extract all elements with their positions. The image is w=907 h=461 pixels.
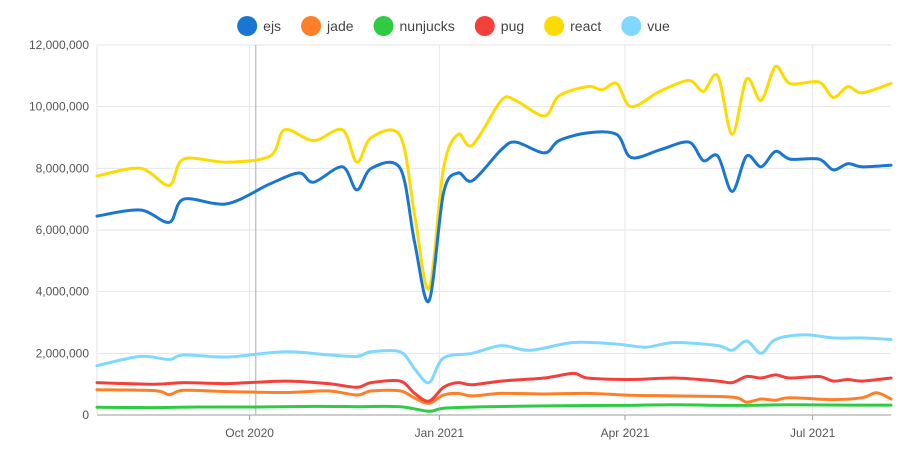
legend-item-vue[interactable]: vue [621,16,670,36]
grid [97,44,891,416]
x-tick-label: Apr 2021 [601,426,650,440]
x-tick-label: Jul 2021 [790,426,836,440]
legend-label: react [570,18,601,34]
y-tick-label: 6,000,000 [36,223,90,237]
series-lines [95,64,893,413]
axes: 0 2,000,000 4,000,000 6,000,000 8,000,000 10,… [29,38,836,440]
y-tick-label: 12,000,000 [29,38,89,52]
legend-swatch [373,16,394,36]
legend-label: pug [501,18,524,34]
y-tick-label: 4,000,000 [36,285,90,299]
x-tick-label: Jan 2021 [415,426,465,440]
y-tick-label: 2,000,000 [36,346,90,360]
series-line-pug [95,371,893,403]
legend-item-react[interactable]: react [544,16,601,36]
y-tick-label: 10,000,000 [29,100,89,114]
legend-swatch [621,16,642,36]
series-line-react [95,64,893,291]
legend-swatch [301,16,322,36]
legend-label: ejs [263,18,281,34]
legend-item-nunjucks[interactable]: nunjucks [373,16,455,36]
legend[interactable]: ejs jade nunjucks pug react vue [237,16,670,36]
legend-label: nunjucks [400,18,455,34]
legend-item-ejs[interactable]: ejs [237,16,281,36]
legend-item-jade[interactable]: jade [301,16,354,36]
legend-swatch [544,16,565,36]
y-tick-label: 8,000,000 [36,161,90,175]
y-tick-label: 0 [82,408,89,422]
series-line-jade [95,388,893,405]
x-tick-label: Oct 2020 [225,426,274,440]
series-line-nunjucks [95,403,893,413]
series-line-vue [95,333,893,385]
legend-label: jade [326,18,354,34]
legend-label: vue [647,18,670,34]
legend-swatch [474,16,495,36]
legend-item-pug[interactable]: pug [474,16,524,36]
legend-swatch [237,16,258,36]
series-line-ejs [95,130,893,304]
